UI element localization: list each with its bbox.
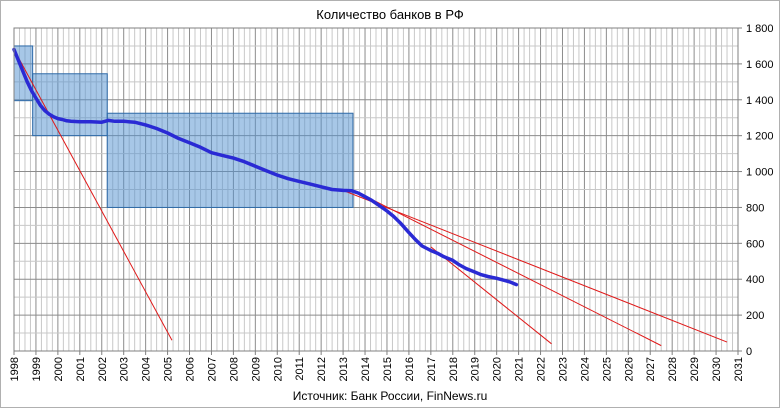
y-tick-label: 200 xyxy=(746,310,764,322)
x-tick-label: 1998 xyxy=(9,357,21,381)
y-tick-label: 800 xyxy=(746,202,764,214)
x-tick-label: 2008 xyxy=(228,357,240,381)
x-tick-label: 2020 xyxy=(492,357,504,381)
x-tick-label: 2031 xyxy=(733,357,745,381)
highlight-boxes xyxy=(13,45,354,208)
trend-line-4 xyxy=(430,246,552,345)
x-tick-label: 2003 xyxy=(119,357,131,381)
x-tick-label: 2012 xyxy=(316,357,328,381)
x-tick-label: 2006 xyxy=(185,357,197,381)
trend-line-2 xyxy=(342,189,728,343)
x-tick-label: 2002 xyxy=(97,357,109,381)
x-tick-label: 2019 xyxy=(470,357,482,381)
x-tick-label: 2000 xyxy=(53,357,65,381)
highlight-box-2 xyxy=(32,73,108,137)
trend-line-3 xyxy=(353,189,662,347)
x-tick-label: 2016 xyxy=(404,357,416,381)
x-tick-label: 2001 xyxy=(75,357,87,381)
x-tick-label: 1999 xyxy=(31,357,43,381)
x-tick-label: 2025 xyxy=(601,357,613,381)
plot-border xyxy=(13,27,739,352)
tick-labels: 1998 1999 2000 2001 2002 2003 2004 2005 2006 2007… xyxy=(9,23,774,381)
x-tick-label: 2010 xyxy=(272,357,284,381)
highlight-box-3 xyxy=(106,112,354,208)
chart-title: Количество банков в РФ xyxy=(316,7,464,22)
x-tick-label: 2007 xyxy=(206,357,218,381)
y-tick-label: 1 200 xyxy=(746,131,774,143)
x-tick-label: 2030 xyxy=(711,357,723,381)
axis-layer xyxy=(13,27,742,355)
x-tick-label: 2029 xyxy=(689,357,701,381)
x-tick-label: 2011 xyxy=(294,357,306,381)
y-tick-label: 1 800 xyxy=(746,23,774,35)
x-tick-label: 2022 xyxy=(536,357,548,381)
x-tick-label: 2023 xyxy=(557,357,569,381)
x-tick-label: 2018 xyxy=(448,357,460,381)
x-tick-label: 2028 xyxy=(667,357,679,381)
y-tick-label: 1 600 xyxy=(746,59,774,71)
x-tick-label: 2005 xyxy=(163,357,175,381)
chart-source: Источник: Банк России, FinNews.ru xyxy=(292,389,488,403)
y-tick-label: 0 xyxy=(746,346,752,358)
x-tick-label: 2021 xyxy=(514,357,526,381)
y-tick-label: 400 xyxy=(746,274,764,286)
x-tick-label: 2015 xyxy=(382,357,394,381)
series-line-1 xyxy=(12,47,519,287)
x-tick-label: 2009 xyxy=(250,357,262,381)
series-layer xyxy=(12,47,519,287)
x-tick-label: 2013 xyxy=(338,357,350,381)
y-tick-label: 600 xyxy=(746,238,764,250)
x-tick-label: 2024 xyxy=(579,357,591,381)
trend-line-1 xyxy=(13,49,173,341)
x-tick-label: 2017 xyxy=(426,357,438,381)
x-tick-label: 2004 xyxy=(141,357,153,381)
y-tick-label: 1 000 xyxy=(746,167,774,179)
x-tick-label: 2014 xyxy=(360,357,372,381)
trend-lines xyxy=(13,49,728,347)
y-tick-label: 1 400 xyxy=(746,95,774,107)
x-tick-label: 2026 xyxy=(623,357,635,381)
x-tick-label: 2027 xyxy=(645,357,657,381)
